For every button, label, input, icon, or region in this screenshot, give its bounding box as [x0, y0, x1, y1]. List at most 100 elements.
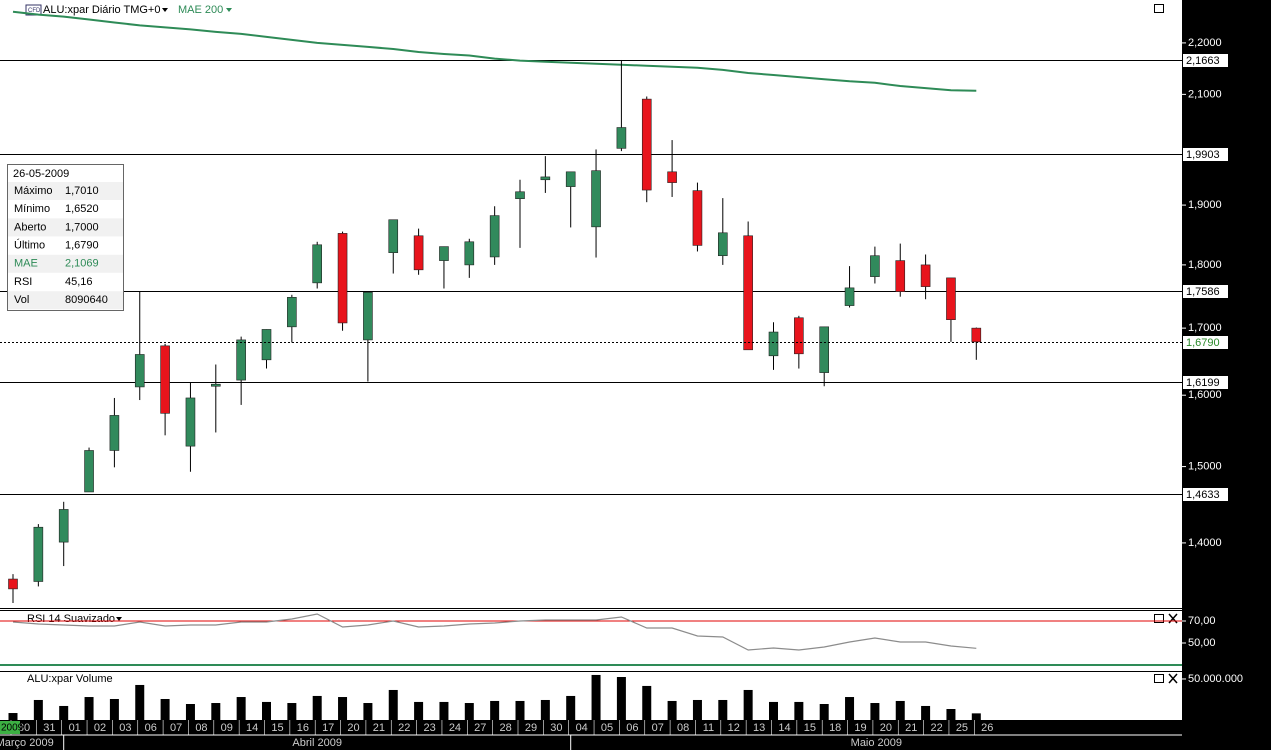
- dropdown-arrow[interactable]: [162, 8, 168, 12]
- candle-body: [540, 176, 551, 181]
- maximize-button[interactable]: [1154, 614, 1164, 623]
- y-tick-label: 50,00: [1188, 637, 1216, 649]
- candle-body: [109, 415, 120, 451]
- x-tick-label: 05: [601, 722, 613, 734]
- candle-body: [641, 98, 652, 191]
- panel-title: ALU:xpar Volume: [27, 673, 113, 685]
- volume-bar: [819, 704, 829, 720]
- volume-bar: [59, 705, 69, 720]
- info-label: Mínimo: [14, 203, 50, 215]
- x-tick-label: 18: [829, 722, 841, 734]
- month-label: Maio 2009: [851, 737, 902, 749]
- month-label: Março 2009: [0, 737, 54, 749]
- info-value: 1,7000: [65, 221, 99, 233]
- volume-bar: [921, 705, 931, 720]
- y-tick-label: 1,8000: [1188, 259, 1222, 271]
- candle-body: [185, 397, 196, 447]
- x-tick-label: 21: [373, 722, 385, 734]
- volume-bar: [439, 701, 449, 720]
- candle-body: [946, 277, 956, 320]
- x-tick-label: 22: [930, 722, 942, 734]
- level-label: 1,7586: [1186, 286, 1220, 298]
- dropdown-arrow[interactable]: [116, 617, 122, 621]
- x-tick-label: 22: [398, 722, 410, 734]
- info-label: Aberto: [14, 221, 46, 233]
- x-tick-label: 07: [652, 722, 664, 734]
- x-tick-label: 25: [956, 722, 968, 734]
- level-label-box: [1182, 147, 1229, 162]
- x-tick-label: 12: [728, 722, 740, 734]
- volume-bar: [616, 677, 626, 720]
- volume-bar: [591, 674, 601, 720]
- volume-bar: [971, 713, 981, 720]
- candle-body: [971, 327, 982, 343]
- info-label: Máximo: [14, 185, 53, 197]
- candle-body: [160, 345, 170, 414]
- x-tick-label: 21: [905, 722, 917, 734]
- x-tick-label: 06: [626, 722, 638, 734]
- candle-body: [717, 232, 728, 257]
- candle-body: [261, 329, 272, 361]
- x-tick-label: 08: [677, 722, 689, 734]
- x-tick-label: 20: [880, 722, 892, 734]
- x-tick-label: 04: [576, 722, 588, 734]
- y-tick-label: 70,00: [1188, 615, 1216, 627]
- right-axis: [1182, 0, 1271, 720]
- candle-body: [58, 509, 69, 543]
- info-row-bg: [8, 218, 123, 237]
- close-button[interactable]: [1168, 673, 1178, 684]
- info-label: RSI: [14, 276, 32, 288]
- instrument-title[interactable]: ALU:xpar Diário TMG+0: [43, 4, 160, 16]
- level-label: 1,6199: [1186, 377, 1220, 389]
- candle-body: [920, 264, 931, 287]
- volume-bar: [109, 698, 119, 720]
- x-tick-label: 30: [550, 722, 562, 734]
- panel-title: RSI 14 Suavizado: [27, 613, 115, 625]
- volume-bar: [566, 695, 576, 720]
- x-tick-label: 14: [246, 722, 258, 734]
- candle-body: [870, 255, 880, 277]
- x-tick-label: 31: [43, 722, 55, 734]
- month-label: Abril 2009: [292, 737, 342, 749]
- x-tick-label: 20: [347, 722, 359, 734]
- info-row-bg: [8, 291, 123, 310]
- volume-bar: [287, 703, 297, 720]
- x-tick-label: 02: [94, 722, 106, 734]
- candle-body: [591, 170, 601, 228]
- candle-body: [667, 171, 677, 183]
- volume-bar: [211, 703, 221, 720]
- x-tick-label: 23: [423, 722, 435, 734]
- candle-body: [464, 241, 475, 266]
- maximize-button[interactable]: [1154, 674, 1164, 683]
- volume-bar: [33, 699, 43, 720]
- info-label: Último: [14, 239, 45, 252]
- info-value: 2,1069: [65, 258, 99, 270]
- x-tick-label: 14: [778, 722, 790, 734]
- candle-body: [692, 190, 703, 246]
- x-tick-label: 27: [474, 722, 486, 734]
- volume-bar: [946, 709, 956, 720]
- maximize-button[interactable]: [1154, 4, 1164, 13]
- level-label: 1,4633: [1186, 489, 1220, 501]
- info-label: Vol: [14, 294, 29, 306]
- info-label: MAE: [14, 258, 38, 270]
- volume-bar: [490, 700, 500, 720]
- level-label-box: [1182, 284, 1229, 299]
- volume-bar: [870, 703, 880, 720]
- info-value: 1,6790: [65, 240, 99, 252]
- legend-entry[interactable]: MAE 200: [178, 4, 223, 16]
- y-tick-label: 1,6000: [1188, 389, 1222, 401]
- level-label-box: [1182, 487, 1229, 502]
- volume-bar: [743, 689, 753, 720]
- volume-bar: [84, 697, 94, 720]
- level-label: 2,1663: [1186, 55, 1220, 67]
- x-tick-label: 08: [195, 722, 207, 734]
- x-tick-label: 09: [221, 722, 233, 734]
- x-tick-label: 19: [854, 722, 866, 734]
- info-value: 8090640: [65, 294, 108, 306]
- dropdown-arrow[interactable]: [226, 8, 232, 12]
- x-tick-label: 30: [18, 722, 30, 734]
- info-value: 1,7010: [65, 185, 99, 197]
